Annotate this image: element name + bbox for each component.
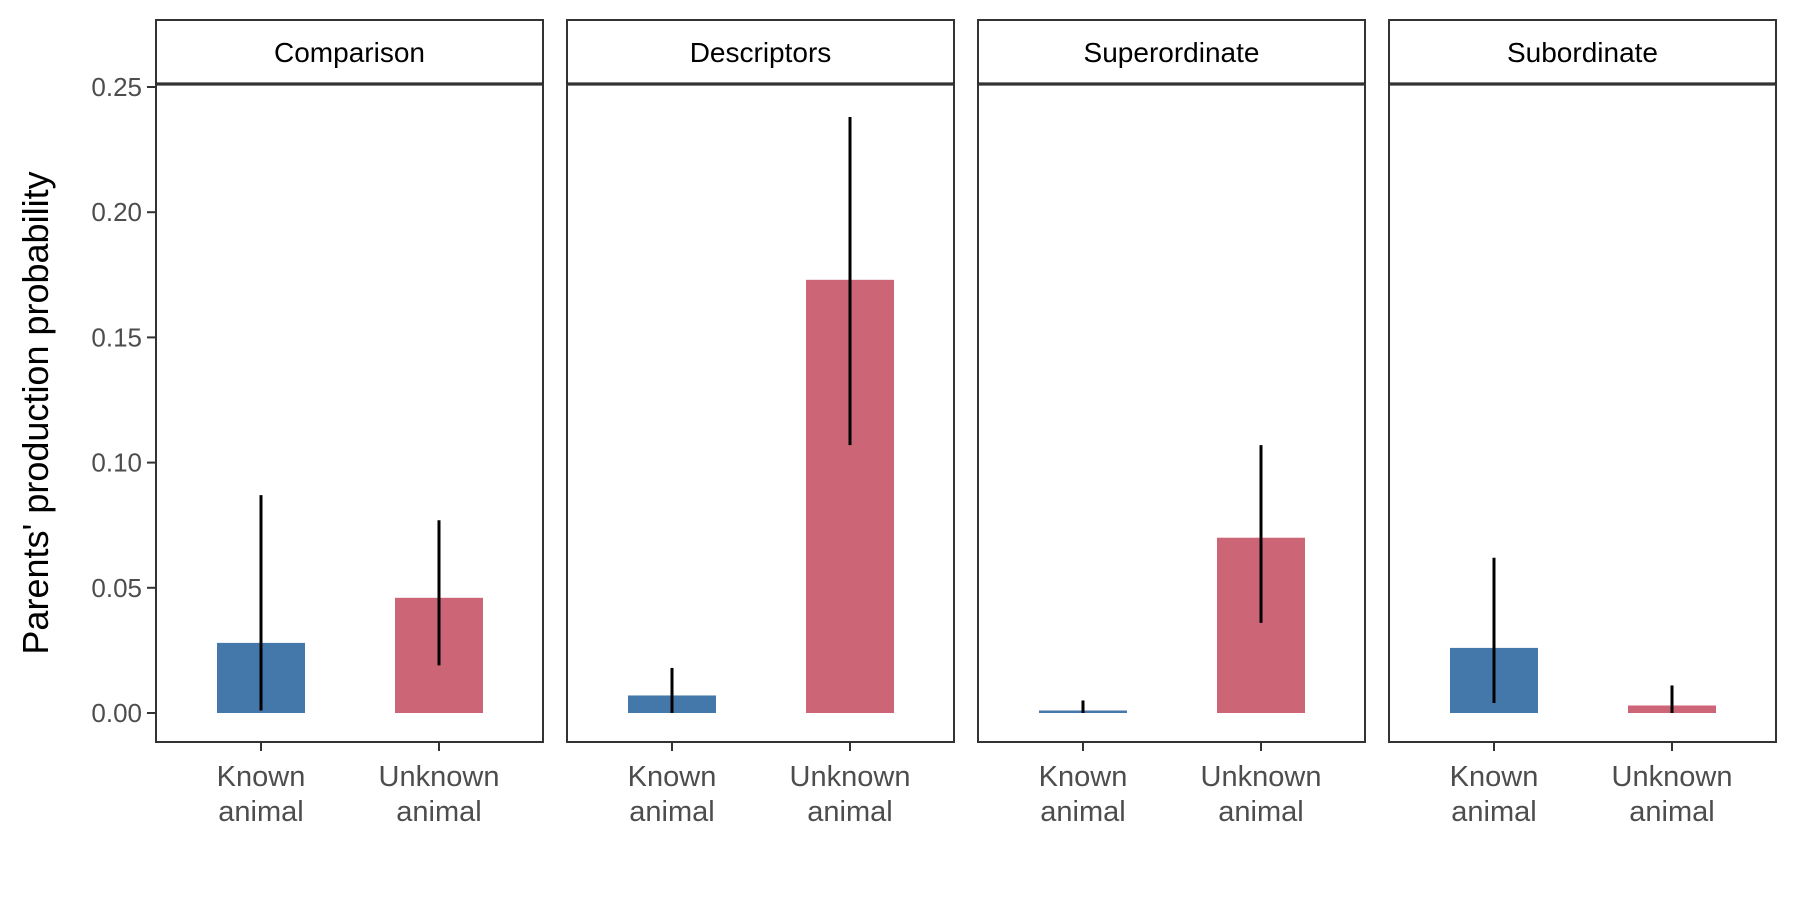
y-axis-label: Parents' production probability [15,171,56,654]
x-tick-label-line: animal [218,796,303,828]
facet-strip [977,19,1366,85]
x-tick-label-line: Known [1450,761,1539,793]
x-tick-label-line: animal [1629,796,1714,828]
x-tick-label: Unknown animal [1201,761,1322,828]
y-tick-label: 0.15 [91,322,142,352]
facet-strip-label: Descriptors [690,37,832,68]
x-tick-label-line: Known [217,761,306,793]
facet-strip-label: Superordinate [1084,37,1260,68]
x-tick-label: Unknown animal [790,761,911,828]
panel-border [1388,83,1777,743]
x-tick-label-line: animal [1451,796,1536,828]
y-tick-label: 0.00 [91,698,142,728]
y-tick-label: 0.25 [91,72,142,102]
x-tick-label: Known animal [1450,761,1539,828]
x-tick-label: Unknown animal [1612,761,1733,828]
x-tick-label: Unknown animal [379,761,500,828]
x-tick-label-line: animal [396,796,481,828]
x-tick-label-line: Known [1039,761,1128,793]
y-axis: 0.00 0.05 0.10 0.15 0.20 0.25 [91,72,156,728]
x-tick-label-line: Unknown [379,761,500,793]
x-tick-label: Known animal [217,761,306,828]
facet-strip [566,19,955,85]
panel-border [155,83,544,743]
x-tick-label-line: Known [628,761,717,793]
y-tick-label: 0.05 [91,573,142,603]
panel-border [566,83,955,743]
y-tick-label: 0.20 [91,197,142,227]
facet-strip-label: Subordinate [1507,37,1658,68]
y-tick-label: 0.10 [91,448,142,478]
x-tick-label-line: animal [807,796,892,828]
x-tick-label-line: Unknown [1612,761,1733,793]
x-tick-label-line: animal [1040,796,1125,828]
x-tick-label-line: animal [1218,796,1303,828]
x-tick-label: Known animal [1039,761,1128,828]
facet-strip-label: Comparison [274,37,425,68]
x-tick-label-line: Unknown [790,761,911,793]
x-tick-label-line: Unknown [1201,761,1322,793]
x-tick-label: Known animal [628,761,717,828]
panel-border [977,83,1366,743]
x-tick-label-line: animal [629,796,714,828]
